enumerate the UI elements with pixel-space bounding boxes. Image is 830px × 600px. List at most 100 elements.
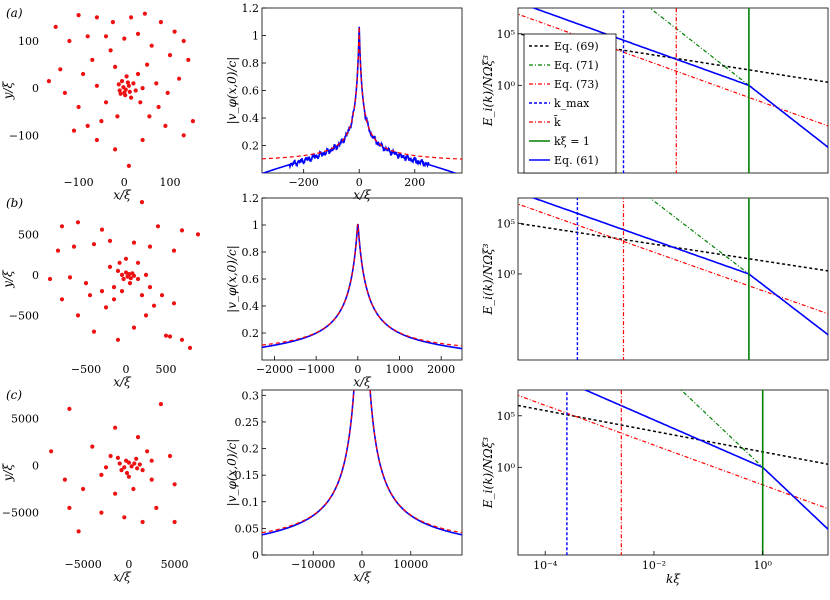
x-tick-label: 10000 [393, 558, 428, 571]
scatter-point [181, 38, 186, 44]
scatter-point [67, 38, 72, 44]
scatter-point [58, 67, 63, 72]
scatter-point [135, 71, 141, 77]
scatter-point [186, 57, 191, 63]
series-line-eq69 [518, 404, 828, 465]
scatter-point [163, 333, 169, 338]
scatter-point [129, 15, 134, 20]
scatter-point [140, 519, 145, 525]
scatter-point [75, 220, 81, 225]
scatter-point [91, 329, 97, 334]
scatter-point [149, 458, 154, 463]
scatter-point [167, 453, 173, 459]
scatter-point [131, 273, 137, 278]
scatter-point [119, 272, 125, 277]
series-line-numerical [262, 390, 462, 536]
scatter-point [171, 301, 177, 306]
scatter-point [171, 248, 177, 253]
legend-entry: kξ = 1 [554, 135, 590, 148]
panel-1-0: −500 0 500 −500 0 500 x/ξ y/ξ [1, 200, 201, 389]
scatter-point [103, 100, 109, 105]
scatter-point [53, 24, 58, 29]
scatter-point [143, 313, 149, 318]
y-tick-label: 0.1 [242, 496, 260, 509]
scatter-point [94, 137, 99, 143]
scatter-point [90, 57, 95, 63]
scatter-point [143, 272, 149, 277]
y-tick-label: 10⁵ [497, 410, 515, 423]
scatter-point [172, 482, 177, 487]
scatter-point [99, 289, 105, 294]
scatter-point [125, 80, 130, 85]
scatter-point [129, 95, 134, 100]
scatter-point [138, 100, 143, 105]
scatter-point [76, 529, 81, 534]
scatter-point [67, 406, 72, 411]
y-tick-label: 100 [18, 35, 39, 48]
scatter-point [154, 505, 159, 510]
scatter-point [67, 275, 73, 280]
scatter-point [107, 264, 113, 269]
scatter-point [90, 444, 95, 449]
scatter-point [139, 293, 145, 298]
y-tick-label: 0.15 [235, 469, 260, 482]
x-axis-label: x/ξ [113, 570, 132, 584]
scatter-point [133, 88, 138, 93]
x-tick-label: 5000 [161, 558, 189, 571]
scatter-point [76, 13, 81, 18]
scatter-point [83, 281, 89, 286]
row-label-0: (a) [6, 6, 23, 20]
scatter-point [119, 79, 125, 84]
x-tick-label: 0 [123, 363, 130, 376]
scatter-point [158, 402, 163, 407]
series-line-model [262, 223, 462, 347]
scatter-point [113, 64, 118, 69]
scatter-point [103, 305, 109, 310]
scatter-point [108, 48, 113, 53]
scatter-point [55, 248, 61, 253]
spectrum-frame [517, 389, 829, 556]
scatter-point [167, 53, 173, 58]
scatter-point [163, 123, 168, 128]
x-tick-label: 2000 [427, 363, 455, 376]
scatter-point [122, 36, 127, 41]
x-axis-label: x/ξ [113, 375, 132, 389]
y-tick-label: −5000 [2, 507, 39, 520]
scatter-point [158, 20, 163, 25]
scatter-point [46, 79, 52, 84]
x-tick-label: 0 [359, 558, 366, 571]
series-line-eq73 [518, 13, 828, 127]
scatter-point [62, 90, 67, 95]
x-tick-label: −10000 [291, 558, 335, 571]
spectrum-frame [517, 7, 829, 174]
scatter-point [118, 91, 123, 96]
scatter-point [123, 256, 129, 261]
scatter-point [131, 325, 137, 330]
y-tick-label: 0.2 [242, 140, 260, 153]
y-tick-label: 10⁰ [497, 268, 516, 281]
scatter-point [165, 90, 170, 95]
scatter-point [115, 337, 121, 342]
scatter-ylabel: y/ξ [1, 80, 15, 100]
scatter-point [119, 468, 124, 473]
x-axis-label: x/ξ [353, 375, 372, 389]
scatter-point [129, 464, 134, 469]
scatter-point [124, 74, 129, 79]
y-tick-label: 10⁰ [497, 461, 516, 474]
scatter-point [119, 289, 125, 294]
scatter-point [117, 88, 122, 93]
series-line-eq73 [518, 394, 828, 510]
panel-0-0: −100 0 100 −100 0 100 x/ξ y/ξ [1, 11, 195, 202]
y-tick-label: 0.2 [242, 327, 260, 340]
scatter-point [62, 477, 67, 482]
scatter-point [190, 119, 195, 124]
profile-frame [261, 197, 463, 361]
scatter-point [123, 270, 129, 275]
y-tick-label: 0.6 [242, 85, 260, 98]
y-tick-label: 500 [18, 228, 39, 241]
x-tick-label: 100 [160, 176, 181, 189]
scatter-point [71, 244, 77, 249]
scatter-point [127, 272, 132, 277]
scatter-point [110, 20, 115, 25]
